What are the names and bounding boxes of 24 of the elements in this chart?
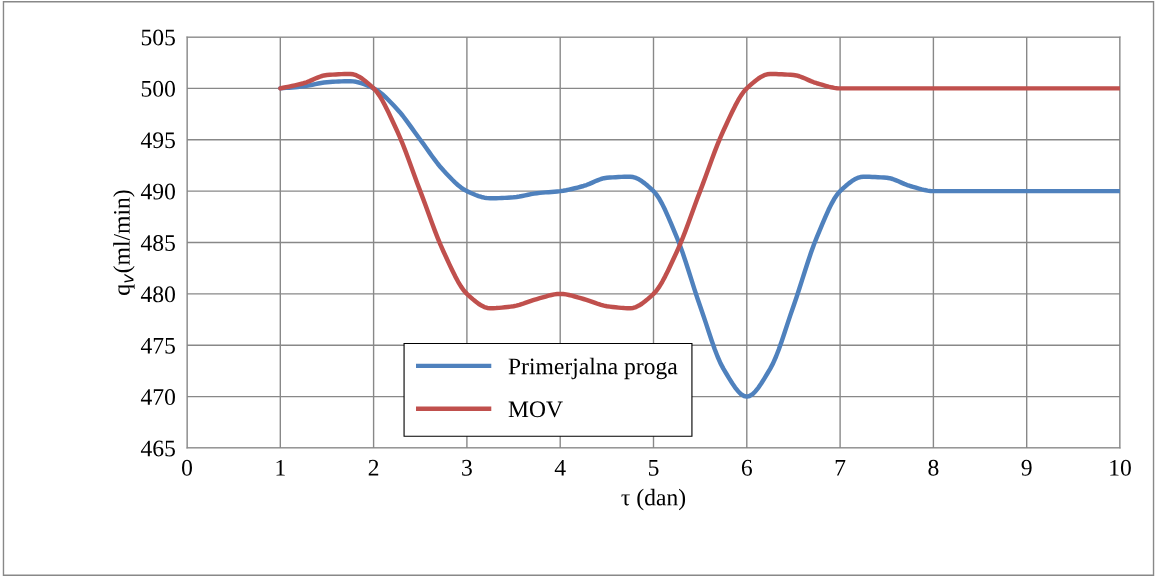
x-tick-label: 3 (462, 459, 472, 476)
x-tick-label: 0 (182, 459, 192, 476)
y-tick-label: 475 (140, 337, 175, 354)
y-axis-title: q$_{v}$(ml/min) (113, 190, 135, 295)
legend-label: Primerjalna proga (508, 357, 678, 380)
x-tick-label: 10 (1110, 459, 1131, 476)
x-tick-label: 4 (554, 459, 566, 476)
x-tick-label: 7 (835, 460, 846, 476)
y-tick-label: 480 (140, 286, 175, 303)
y-tick-label: 500 (141, 80, 175, 97)
y-tick-label: 485 (140, 234, 175, 251)
y-tick-label: 490 (140, 183, 175, 200)
x-tick-label: 2 (368, 459, 379, 476)
y-tick-label: 465 (140, 440, 175, 457)
x-axis-title: τ (dan) (621, 488, 686, 511)
x-tick-label: 1 (276, 459, 285, 476)
y-tick-label: 470 (140, 389, 175, 406)
x-tick-label: 5 (648, 460, 659, 476)
x-tick-label: 6 (741, 459, 752, 476)
legend-label: MOV (508, 401, 563, 418)
y-tick-label: 495 (140, 132, 175, 149)
x-tick-label: 9 (1021, 459, 1032, 476)
y-tick-label: 505 (141, 29, 175, 46)
x-tick-label: 8 (928, 459, 939, 476)
